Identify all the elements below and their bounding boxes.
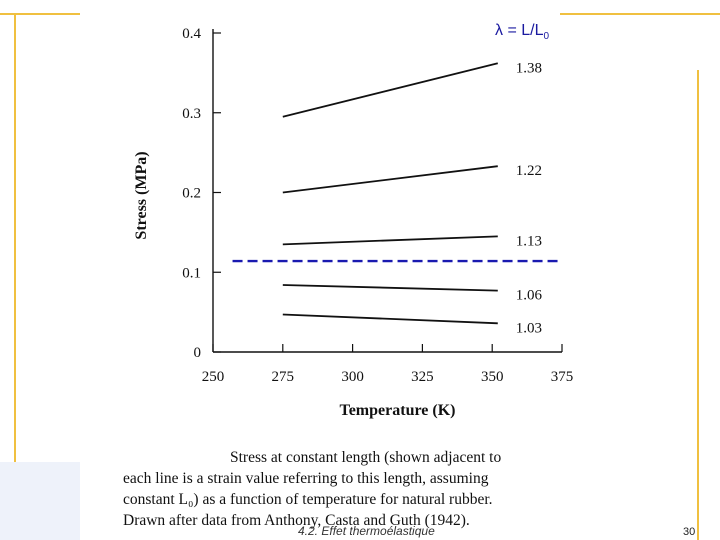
accent-line-top-right bbox=[560, 13, 720, 15]
y-tick-label: 0.2 bbox=[182, 186, 201, 202]
figure-caption: Stress at constant length (shown adjacen… bbox=[123, 447, 583, 531]
x-tick-label: 300 bbox=[341, 369, 364, 385]
lambda-definition: λ = L/L0 bbox=[495, 22, 549, 42]
y-tick-label: 0.4 bbox=[182, 26, 201, 42]
series-line-1-38 bbox=[282, 62, 499, 118]
series-line-1-03 bbox=[282, 313, 498, 325]
y-axis-label: Stress (MPa) bbox=[133, 151, 150, 239]
lambda-subscript: 0 bbox=[543, 31, 550, 43]
series-line-1-22 bbox=[282, 165, 498, 194]
chart-series: 1.38 1.22 1.13 1.06 1.03 bbox=[282, 60, 543, 336]
lambda-text: λ = L/L bbox=[495, 22, 544, 39]
slide-footer: 4.2. Effet thermoélastique bbox=[298, 524, 435, 538]
series-label-1-22: 1.22 bbox=[516, 163, 542, 179]
x-tick-label: 350 bbox=[481, 369, 504, 385]
series-line-1-06 bbox=[282, 284, 498, 292]
chart-ticks: 0 0.1 0.2 0.3 0.4 250 275 300 325 350 375 bbox=[182, 26, 573, 385]
x-tick-label: 325 bbox=[411, 369, 434, 385]
x-tick-label: 275 bbox=[272, 369, 295, 385]
accent-line-top bbox=[0, 13, 80, 15]
chart-axes bbox=[212, 29, 562, 353]
x-tick-label: 250 bbox=[202, 369, 225, 385]
series-label-1-13: 1.13 bbox=[516, 233, 542, 249]
caption-line-3: constant L₀) as a function of temperatur… bbox=[123, 491, 493, 508]
caption-line-2: each line is a strain value referring to… bbox=[123, 470, 489, 487]
series-label-1-38: 1.38 bbox=[516, 60, 542, 76]
caption-line-4: Drawn after data from Anthony, Casta and… bbox=[123, 512, 470, 529]
caption-line-1: Stress at constant length (shown adjacen… bbox=[230, 449, 502, 466]
page-number: 30 bbox=[683, 526, 696, 538]
series-label-1-06: 1.06 bbox=[516, 288, 543, 304]
x-axis-label: Temperature (K) bbox=[340, 402, 456, 419]
accent-line-left bbox=[14, 15, 16, 465]
x-tick-label: 375 bbox=[551, 369, 574, 385]
decorative-panel bbox=[0, 462, 80, 540]
series-line-1-13 bbox=[282, 235, 498, 246]
series-label-1-03: 1.03 bbox=[516, 320, 542, 336]
accent-line-right bbox=[697, 70, 699, 540]
y-tick-label: 0.3 bbox=[182, 106, 201, 122]
y-tick-label: 0.1 bbox=[182, 265, 201, 281]
y-tick-label: 0 bbox=[194, 345, 202, 361]
